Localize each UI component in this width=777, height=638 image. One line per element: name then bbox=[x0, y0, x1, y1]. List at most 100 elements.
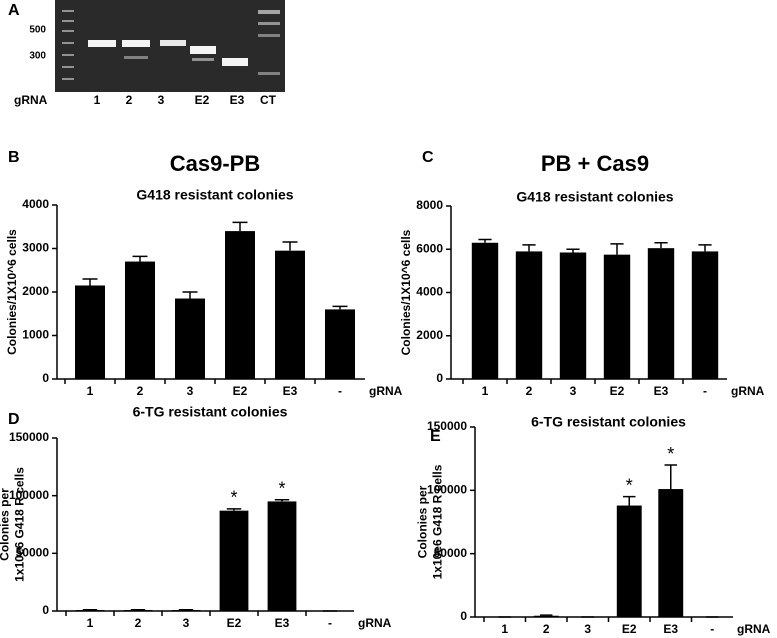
error-bar bbox=[566, 248, 580, 253]
chart-subtitle: G418 resistant colonies bbox=[516, 189, 673, 205]
bar bbox=[616, 505, 642, 617]
y-tick-label: 8000 bbox=[416, 198, 443, 212]
error-bar bbox=[332, 305, 348, 310]
x-tick-label: E3 bbox=[283, 384, 298, 398]
y-tick-label: 0 bbox=[42, 371, 49, 385]
row-label: gRNA bbox=[14, 93, 48, 107]
x-tick-label: 3 bbox=[570, 384, 577, 398]
error-bar bbox=[182, 291, 198, 299]
y-axis-label: Colonies per bbox=[0, 488, 12, 561]
y-axis-label: 1x10e6 G418 R cells bbox=[13, 467, 27, 582]
x-axis-label: gRNA bbox=[358, 616, 392, 630]
annotation: * bbox=[626, 475, 633, 495]
y-axis-label: 1x10e6 G418 R cells bbox=[431, 464, 445, 579]
x-tick-label: 2 bbox=[135, 616, 142, 630]
y-tick-label: 150000 bbox=[9, 430, 49, 444]
x-tick-label: 1 bbox=[87, 384, 94, 398]
bar bbox=[471, 242, 499, 379]
bar bbox=[515, 251, 543, 379]
bar bbox=[75, 610, 105, 611]
x-tick-label: 3 bbox=[187, 384, 194, 398]
error-bar bbox=[654, 242, 668, 249]
bar bbox=[275, 250, 305, 379]
x-tick-label: E3 bbox=[275, 616, 290, 630]
panel-label: B bbox=[8, 149, 20, 166]
x-tick-label: - bbox=[328, 616, 332, 630]
y-tick-label: 50000 bbox=[16, 546, 50, 560]
y-tick-label: 4000 bbox=[22, 197, 49, 211]
bar bbox=[225, 231, 255, 379]
panel-label: D bbox=[8, 411, 20, 428]
bar bbox=[658, 489, 684, 617]
annotation: * bbox=[667, 444, 674, 464]
panel-label: A bbox=[8, 2, 20, 19]
chart-subtitle: 6-TG resistant colonies bbox=[531, 414, 686, 430]
marker-label: 500 bbox=[29, 25, 46, 36]
x-tick-label: 2 bbox=[543, 622, 550, 636]
error-bar bbox=[522, 244, 536, 252]
panel-label: C bbox=[422, 149, 434, 166]
y-tick-label: 2000 bbox=[22, 284, 49, 298]
y-tick-label: 6000 bbox=[416, 241, 443, 255]
lane-label: 3 bbox=[158, 93, 165, 107]
error-bar bbox=[664, 464, 677, 490]
bar bbox=[175, 298, 205, 379]
bar bbox=[559, 252, 587, 379]
y-tick-label: 0 bbox=[436, 371, 443, 385]
x-tick-label: 1 bbox=[501, 622, 508, 636]
lane-label: 1 bbox=[94, 93, 101, 107]
x-tick-label: 1 bbox=[87, 616, 94, 630]
y-tick-label: 2000 bbox=[416, 328, 443, 342]
x-tick-label: 2 bbox=[137, 384, 144, 398]
bar bbox=[691, 251, 719, 379]
error-bar bbox=[282, 241, 298, 251]
y-axis-label: Colonies/1X10^6 cells bbox=[5, 229, 19, 355]
bar bbox=[267, 501, 297, 611]
x-tick-label: 1 bbox=[482, 384, 489, 398]
chart-subtitle: G418 resistant colonies bbox=[136, 187, 293, 203]
y-tick-label: 50000 bbox=[434, 546, 468, 560]
bar bbox=[533, 615, 559, 617]
x-tick-label: - bbox=[338, 384, 342, 398]
error-bar bbox=[478, 238, 492, 243]
gel-bands bbox=[62, 10, 280, 80]
panel-label: E bbox=[430, 428, 441, 445]
error-bar bbox=[132, 255, 148, 262]
bar bbox=[603, 254, 631, 379]
chart-subtitle: 6-TG resistant colonies bbox=[133, 404, 288, 420]
bar bbox=[219, 510, 249, 611]
annotation: * bbox=[230, 488, 237, 508]
lane-label: 2 bbox=[126, 93, 133, 107]
x-tick-label: E2 bbox=[610, 384, 625, 398]
error-bar bbox=[610, 243, 624, 255]
x-tick-label: - bbox=[703, 384, 707, 398]
bar bbox=[171, 610, 201, 611]
bar bbox=[123, 610, 153, 611]
error-bar bbox=[232, 221, 248, 232]
x-tick-label: - bbox=[710, 622, 714, 636]
y-axis-label: Colonies per bbox=[416, 485, 430, 558]
error-bar bbox=[274, 498, 290, 502]
y-tick-label: 150000 bbox=[427, 419, 467, 433]
x-tick-label: 3 bbox=[183, 616, 190, 630]
y-tick-label: 0 bbox=[42, 603, 49, 617]
error-bar bbox=[698, 244, 712, 252]
bar bbox=[325, 309, 355, 379]
chart-title: PB + Cas9 bbox=[541, 151, 649, 176]
error-bar bbox=[226, 508, 242, 511]
bar bbox=[647, 248, 675, 379]
lane-label: CT bbox=[260, 93, 277, 107]
error-bar bbox=[540, 614, 553, 616]
y-tick-label: 0 bbox=[460, 609, 467, 623]
x-tick-label: E3 bbox=[654, 384, 669, 398]
lane-label: E3 bbox=[230, 93, 245, 107]
x-tick-label: 3 bbox=[584, 622, 591, 636]
x-tick-label: 2 bbox=[526, 384, 533, 398]
error-bar bbox=[82, 278, 98, 286]
bar bbox=[75, 285, 105, 379]
x-axis-label: gRNA bbox=[731, 384, 765, 398]
y-tick-label: 4000 bbox=[416, 285, 443, 299]
lane-label: E2 bbox=[195, 93, 210, 107]
x-axis-label: gRNA bbox=[369, 384, 403, 398]
